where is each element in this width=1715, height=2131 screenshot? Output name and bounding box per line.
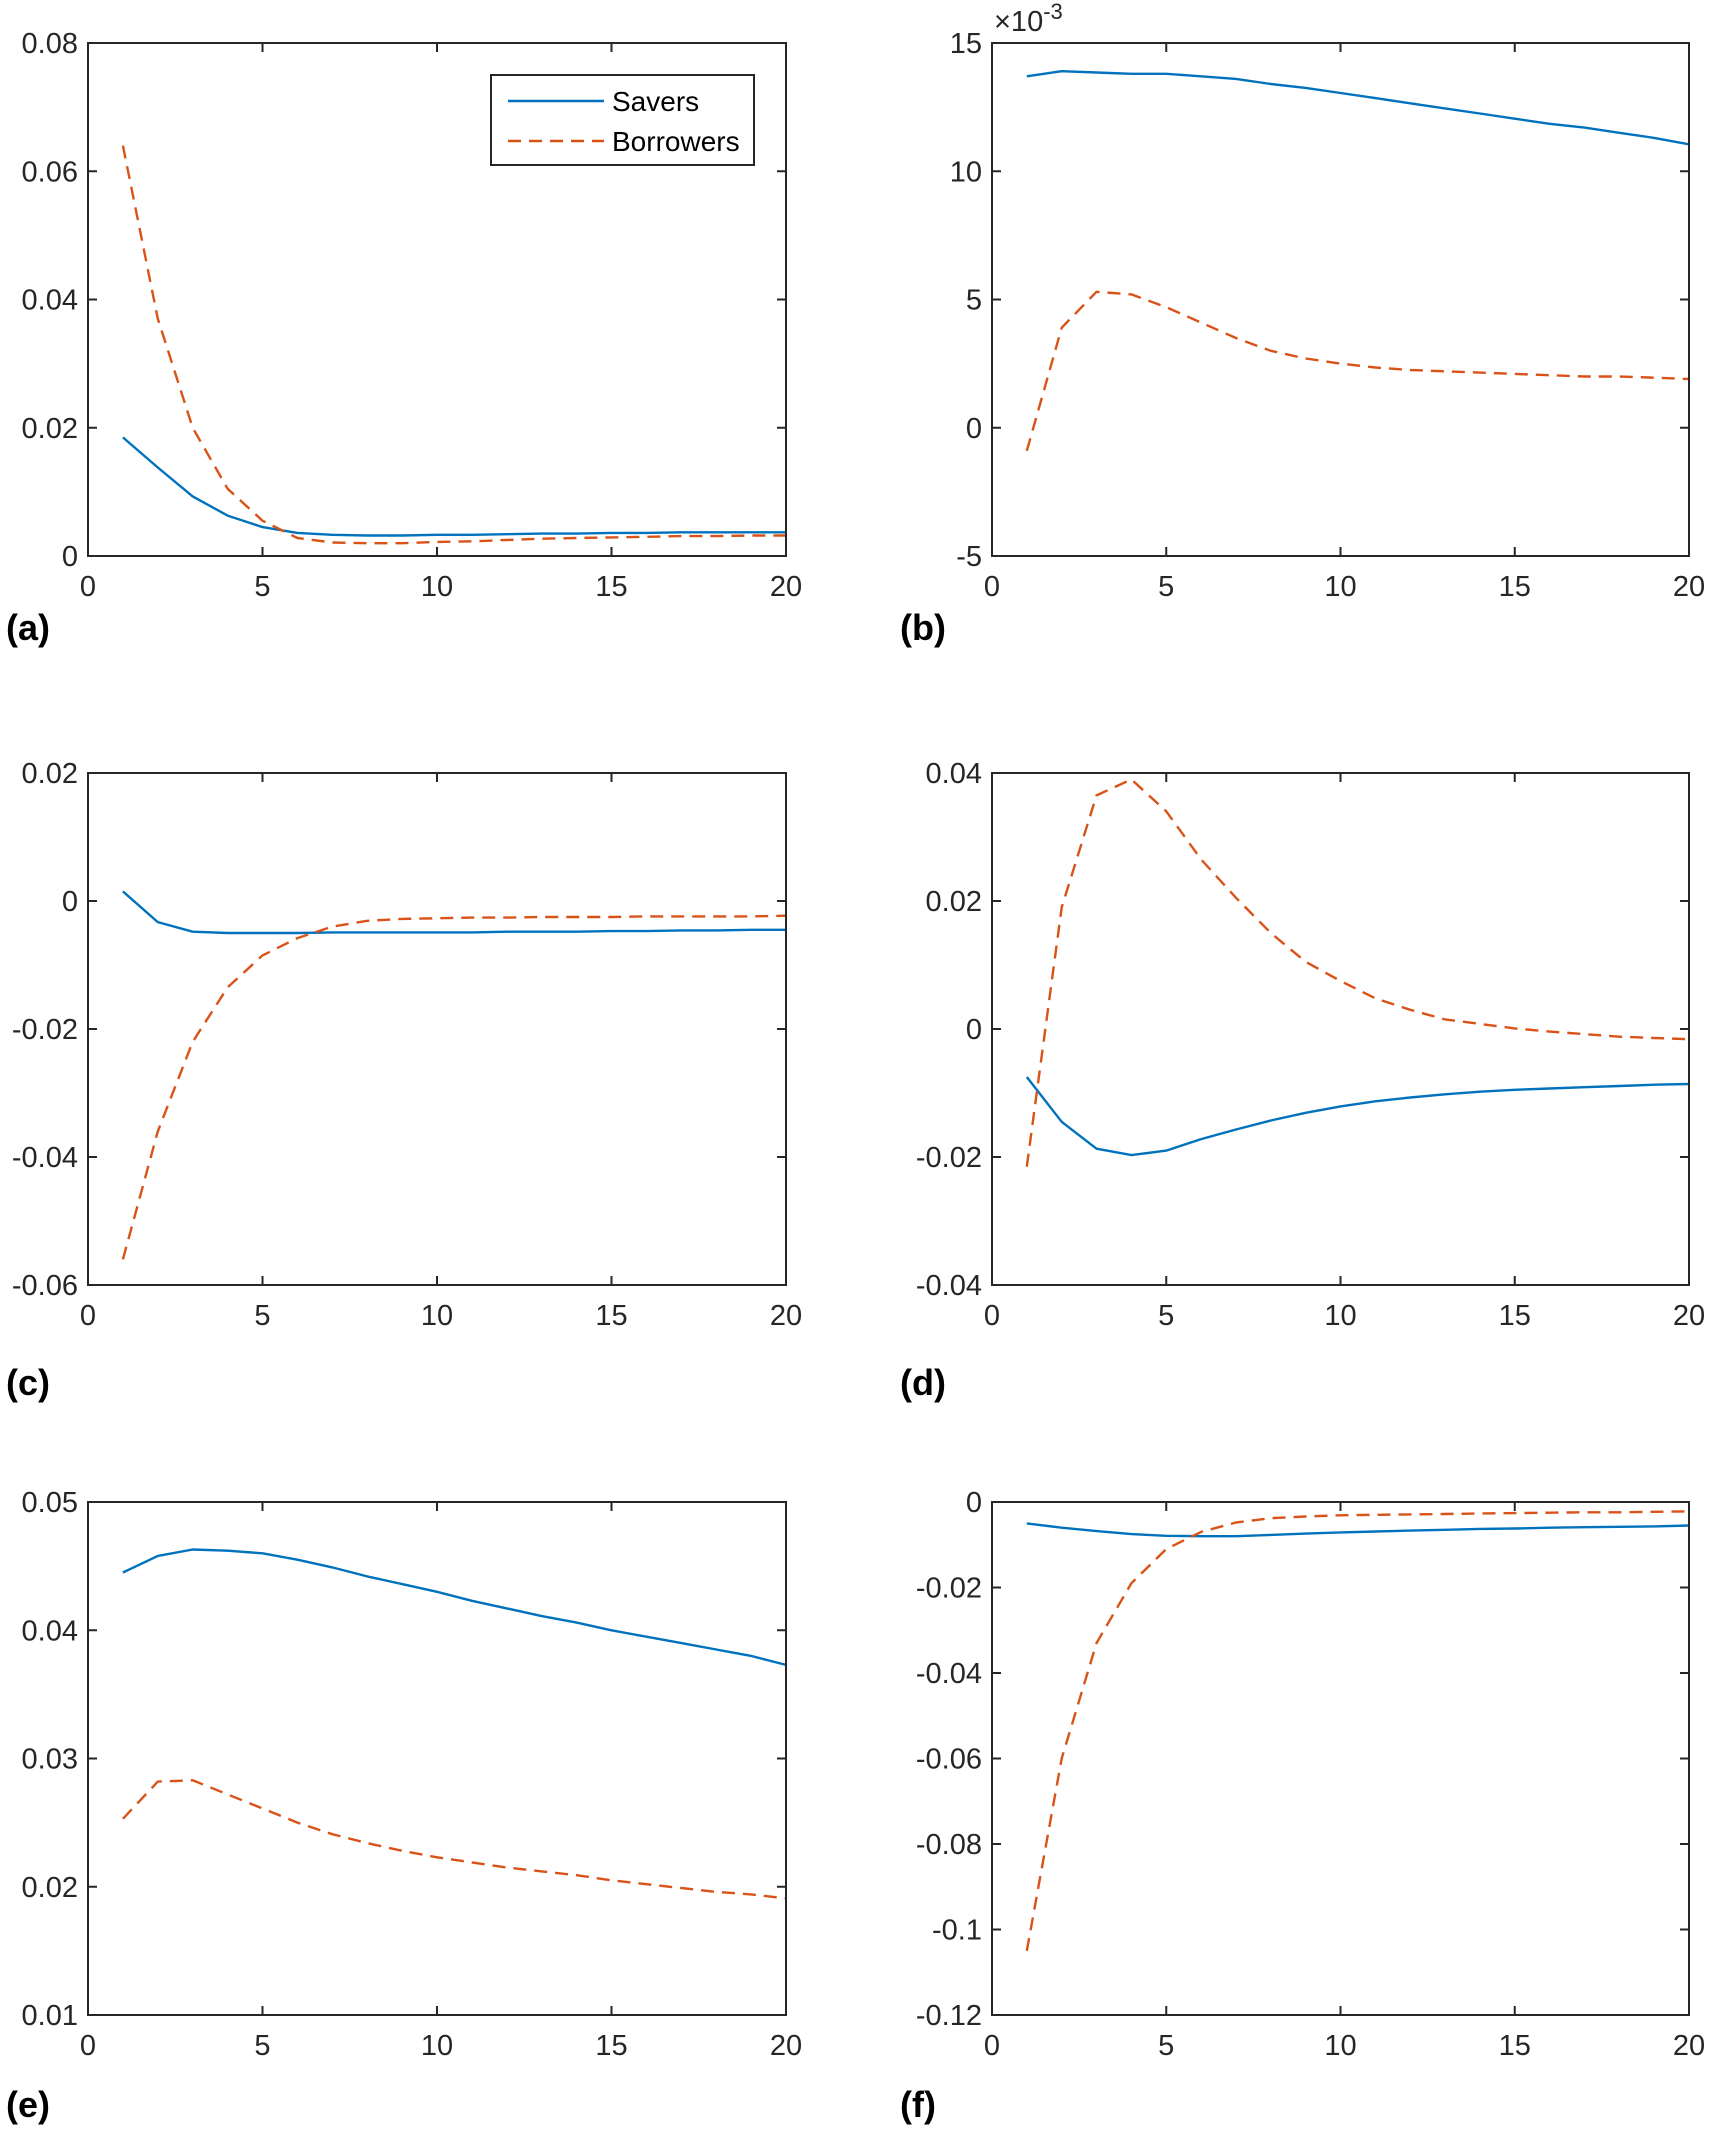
x-tick-label: 0: [984, 571, 1000, 603]
panel-label: (e): [6, 2084, 50, 2125]
y-tick-label: -0.02: [916, 1142, 982, 1174]
x-tick-label: 0: [984, 2030, 1000, 2062]
y-axis-exponent-power: -3: [1043, 0, 1063, 24]
x-tick-label: 5: [254, 2030, 270, 2062]
y-tick-label: 0.02: [926, 886, 982, 918]
axes-box: [87, 1501, 787, 2016]
y-tick-label: -0.06: [916, 1744, 982, 1776]
x-tick-label: 0: [984, 1300, 1000, 1332]
x-tick-label: 0: [80, 571, 96, 603]
y-tick-label: -0.1: [932, 1915, 982, 1947]
x-tick-label: 15: [1499, 2030, 1531, 2062]
y-tick-label: 0.03: [22, 1744, 78, 1776]
x-tick-label: 0: [80, 2030, 96, 2062]
y-tick-label: 0: [62, 541, 78, 573]
x-tick-label: 10: [421, 2030, 453, 2062]
x-tick-label: 5: [254, 571, 270, 603]
panel-c: 0 5 10 15 20 -0.06 -0.04 -0.02 0 0.02 (c): [6, 758, 802, 1403]
x-tick-label: 20: [770, 2030, 802, 2062]
borrowers-line: [121, 914, 787, 1260]
y-tick-label: 0: [62, 886, 78, 918]
x-tick-label: 0: [80, 1300, 96, 1332]
y-tick-label: 0.04: [22, 1615, 78, 1647]
x-tick-label: 10: [421, 571, 453, 603]
borrowers-line: [122, 1779, 787, 1900]
panel-label: (d): [900, 1362, 946, 1403]
y-tick-label: 0: [966, 1014, 982, 1046]
legend-box: [490, 74, 755, 166]
y-tick-label: -5: [956, 541, 982, 573]
y-tick-label: -0.06: [12, 1270, 78, 1302]
panel-label: (c): [6, 1362, 50, 1403]
panel-a: 0 5 10 15 20 0 0.02 0.04 0.06 0.08 (a) Savers Borrow…: [6, 28, 802, 648]
panel-e: 0 5 10 15 20 0.01 0.02 0.03 0.04 0.05 (e): [6, 1487, 802, 2125]
x-tick-label: 20: [770, 1300, 802, 1332]
y-tick-label: -0.02: [12, 1014, 78, 1046]
x-tick-label: 20: [1673, 1300, 1705, 1332]
panel-f: 0 5 10 15 20 -0.12 -0.1 -0.08 -0.06 -0.04 -0.02 0 (f…: [900, 1487, 1705, 2125]
panel-label: (a): [6, 607, 50, 648]
legend: Savers Borrowers: [490, 74, 755, 166]
y-tick-label: -0.04: [916, 1270, 982, 1302]
x-tick-label: 5: [1158, 2030, 1174, 2062]
y-tick-label: 15: [950, 28, 982, 60]
x-tick-label: 5: [254, 1300, 270, 1332]
y-tick-label: -0.12: [916, 2000, 982, 2032]
x-tick-label: 5: [1158, 1300, 1174, 1332]
y-tick-label: 0.04: [926, 758, 982, 790]
x-tick-label: 15: [595, 2030, 627, 2062]
y-tick-label: -0.08: [916, 1829, 982, 1861]
y-tick-label: -0.02: [916, 1573, 982, 1605]
savers-line: [1026, 69, 1690, 146]
y-tick-label: 0.02: [22, 413, 78, 445]
borrowers-line: [1025, 1510, 1690, 1952]
y-tick-label: 0: [966, 413, 982, 445]
x-tick-label: 15: [595, 571, 627, 603]
axes-box: [991, 1501, 1690, 2016]
axes-box: [991, 772, 1690, 1286]
y-tick-label: 0.04: [22, 285, 78, 317]
y-tick-label: 0.06: [22, 156, 78, 188]
panel-label: (f): [900, 2084, 936, 2125]
axes-box: [87, 772, 787, 1286]
savers-line: [1026, 1522, 1690, 1538]
x-tick-label: 10: [1324, 571, 1356, 603]
x-tick-label: 20: [1673, 571, 1705, 603]
x-tick-label: 10: [421, 1300, 453, 1332]
x-tick-label: 20: [770, 571, 802, 603]
panel-d: 0 5 10 15 20 -0.04 -0.02 0 0.02 0.04 (d): [900, 758, 1705, 1403]
y-tick-label: 0.08: [22, 28, 78, 60]
x-tick-label: 5: [1158, 571, 1174, 603]
x-tick-label: 15: [595, 1300, 627, 1332]
y-tick-label: 10: [950, 156, 982, 188]
x-tick-label: 15: [1499, 1300, 1531, 1332]
y-tick-label: 0.05: [22, 1487, 78, 1519]
y-tick-label: -0.04: [12, 1142, 78, 1174]
y-axis-exponent: ×10-3: [994, 0, 1063, 38]
x-tick-label: 10: [1324, 1300, 1356, 1332]
y-tick-label: 0.02: [22, 1872, 78, 1904]
borrowers-line: [1025, 290, 1690, 452]
y-tick-label: 0: [966, 1487, 982, 1519]
y-tick-label: -0.04: [916, 1658, 982, 1690]
legend-borrowers-label: Borrowers: [612, 126, 740, 157]
savers-line: [1025, 1076, 1690, 1157]
savers-line: [122, 890, 786, 935]
legend-savers-label: Savers: [612, 86, 699, 117]
borrowers-line: [1025, 778, 1690, 1167]
axes-box: [991, 42, 1690, 557]
x-tick-label: 15: [1499, 571, 1531, 603]
y-tick-label: 0.01: [22, 2000, 78, 2032]
panel-label: (b): [900, 607, 946, 648]
y-tick-label: 5: [966, 285, 982, 317]
y-tick-label: 0.02: [22, 758, 78, 790]
savers-line: [122, 436, 786, 537]
savers-line: [122, 1548, 787, 1667]
x-tick-label: 20: [1673, 2030, 1705, 2062]
borrowers-line: [121, 145, 786, 545]
x-tick-label: 10: [1324, 2030, 1356, 2062]
